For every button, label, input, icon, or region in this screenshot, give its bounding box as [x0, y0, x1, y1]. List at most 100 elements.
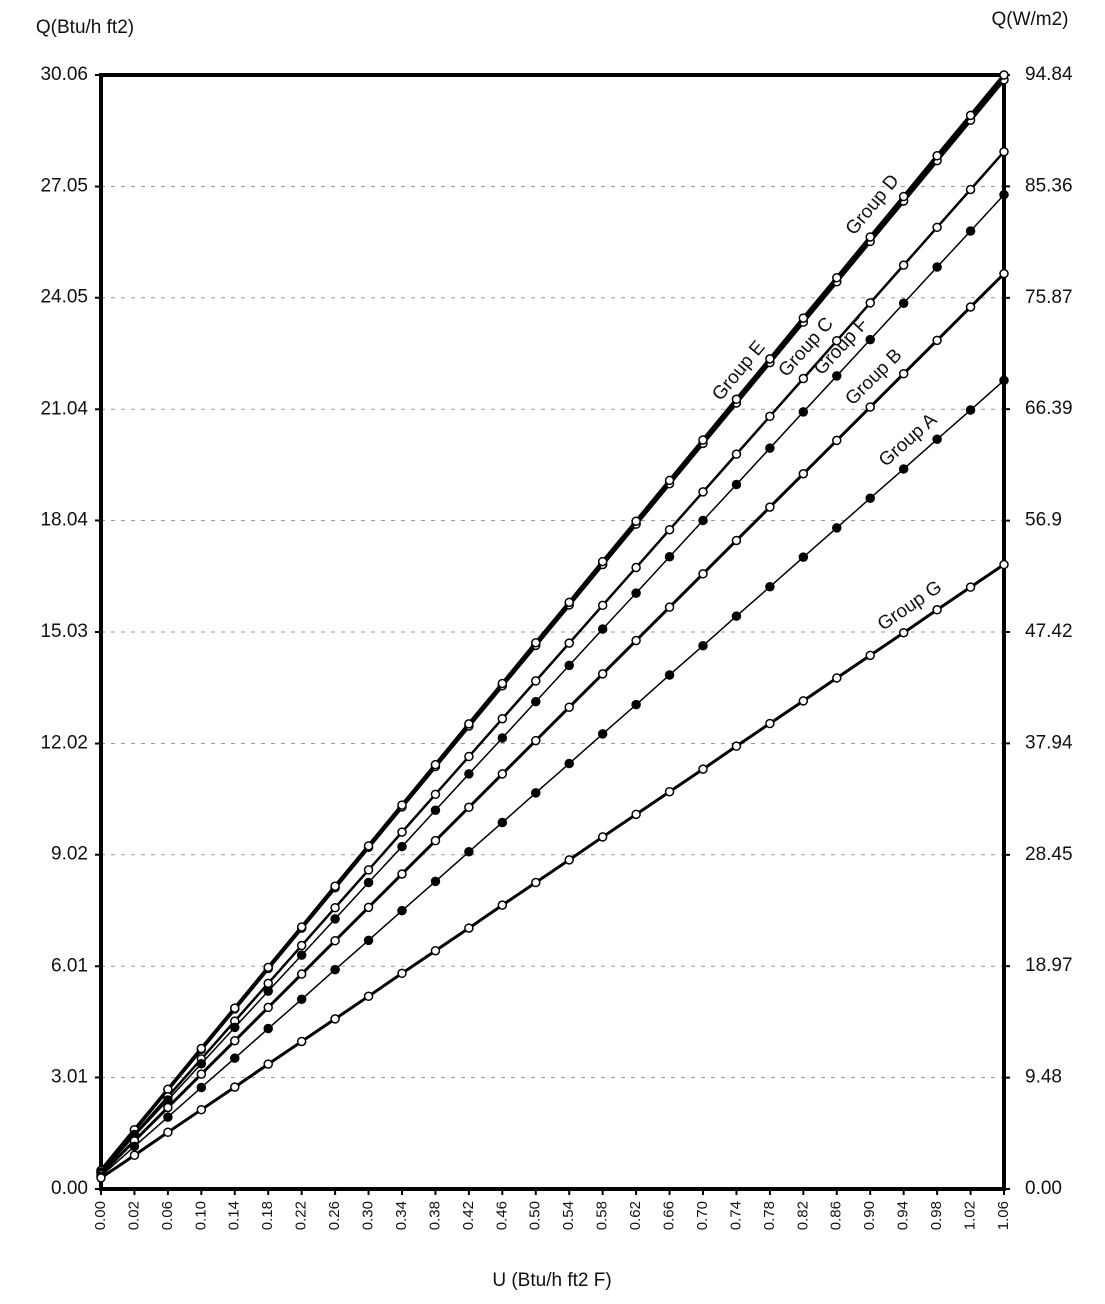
y-tick-label: 15.03: [40, 621, 88, 642]
x-tick-label: 0.62: [627, 1201, 644, 1230]
y-tick-label: 12.02: [40, 733, 88, 754]
data-point: [264, 963, 272, 971]
data-point: [766, 355, 774, 363]
data-point: [164, 1128, 172, 1136]
data-point: [1000, 191, 1008, 199]
data-point: [599, 670, 607, 678]
x-tick-label: 0.26: [326, 1201, 343, 1230]
data-point: [398, 969, 406, 977]
y2-tick-label: 56.9: [1025, 510, 1062, 531]
data-point: [465, 803, 473, 811]
data-point: [933, 223, 941, 231]
data-point: [967, 186, 975, 194]
data-point: [431, 790, 439, 798]
data-point: [465, 924, 473, 932]
x-tick-label: 0.58: [594, 1201, 611, 1230]
data-point: [900, 261, 908, 269]
x-tick-label: 0.78: [761, 1201, 778, 1230]
data-point: [264, 979, 272, 987]
data-point: [298, 923, 306, 931]
data-point: [967, 227, 975, 235]
data-point: [900, 299, 908, 307]
data-point: [431, 761, 439, 769]
data-point: [498, 818, 506, 826]
data-point: [331, 966, 339, 974]
data-point: [197, 1106, 205, 1114]
data-point: [732, 395, 740, 403]
data-point: [231, 1037, 239, 1045]
data-point: [933, 336, 941, 344]
data-point: [599, 601, 607, 609]
data-point: [331, 1015, 339, 1023]
x-tick-label: 0.42: [460, 1201, 477, 1230]
data-point: [766, 444, 774, 452]
y2-tick-label: 75.87: [1025, 287, 1073, 308]
data-point: [866, 299, 874, 307]
x-tick-label: 0.50: [527, 1201, 544, 1230]
data-point: [565, 760, 573, 768]
data-point: [732, 612, 740, 620]
data-point: [866, 494, 874, 502]
data-point: [666, 788, 674, 796]
data-point: [431, 837, 439, 845]
data-point: [833, 372, 841, 380]
y2-tick-label: 66.39: [1025, 398, 1073, 419]
data-point: [532, 879, 540, 887]
data-point: [465, 770, 473, 778]
data-point: [632, 564, 640, 572]
data-point: [197, 1083, 205, 1091]
data-point: [967, 111, 975, 119]
data-point: [532, 737, 540, 745]
data-point: [699, 765, 707, 773]
data-point: [699, 570, 707, 578]
x-tick-label: 0.14: [226, 1201, 243, 1230]
x-tick-label: 0.18: [259, 1201, 276, 1230]
data-point: [699, 436, 707, 444]
y-tick-label: 30.06: [40, 64, 88, 85]
data-point: [431, 806, 439, 814]
data-point: [632, 517, 640, 525]
data-point: [231, 1054, 239, 1062]
data-point: [933, 606, 941, 614]
x-tick-label: 0.70: [694, 1201, 711, 1230]
series-label: Group D: [842, 171, 904, 240]
y-tick-label: 27.05: [40, 176, 88, 197]
data-point: [532, 677, 540, 685]
y2-tick-label: 47.42: [1025, 621, 1073, 642]
x-tick-label: 1.02: [962, 1201, 979, 1230]
x-tick-label: 0.86: [828, 1201, 845, 1230]
data-point: [164, 1103, 172, 1111]
x-tick-label: 0.82: [794, 1201, 811, 1230]
data-point: [498, 715, 506, 723]
data-point: [331, 882, 339, 890]
data-point: [666, 671, 674, 679]
data-point: [666, 526, 674, 534]
data-point: [900, 193, 908, 201]
data-point: [130, 1142, 138, 1150]
data-point: [799, 697, 807, 705]
data-point: [933, 152, 941, 160]
data-point: [298, 951, 306, 959]
y2-tick-label: 85.36: [1025, 175, 1073, 196]
data-point: [231, 1004, 239, 1012]
data-point: [967, 303, 975, 311]
data-point: [365, 842, 373, 850]
x-tick-label: 0.66: [661, 1201, 678, 1230]
data-point: [866, 651, 874, 659]
x-tick-label: 0.38: [426, 1201, 443, 1230]
y2-axis-title: Q(W/m2): [991, 9, 1068, 30]
x-tick-label: 0.94: [895, 1201, 912, 1230]
data-point: [732, 481, 740, 489]
data-point: [599, 730, 607, 738]
data-point: [298, 1038, 306, 1046]
data-point: [599, 833, 607, 841]
data-point: [732, 742, 740, 750]
data-point: [1000, 71, 1008, 79]
y-tick-label: 6.01: [51, 955, 88, 976]
x-tick-label: 0.22: [293, 1201, 310, 1230]
data-point: [197, 1060, 205, 1068]
series-label: Group A: [875, 409, 941, 471]
data-point: [766, 503, 774, 511]
data-point: [565, 661, 573, 669]
data-point: [130, 1151, 138, 1159]
